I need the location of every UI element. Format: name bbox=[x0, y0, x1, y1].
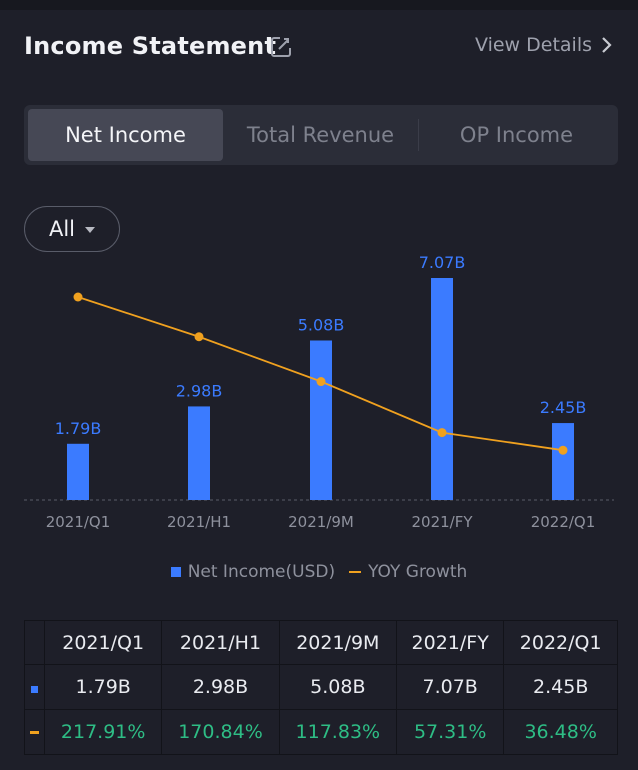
yoy-growth-point bbox=[316, 377, 326, 387]
table-cell: 2.45B bbox=[503, 664, 618, 710]
table-header: 2021/9M bbox=[278, 620, 397, 665]
table-cell: 170.84% bbox=[161, 709, 280, 755]
x-tick-label: 2021/FY bbox=[411, 513, 473, 531]
legend-line-swatch bbox=[349, 571, 362, 573]
edit-icon[interactable] bbox=[269, 35, 293, 59]
tab-total-revenue[interactable]: Total Revenue bbox=[246, 123, 395, 147]
bar-net-income bbox=[188, 406, 210, 500]
table-header: 2021/FY bbox=[395, 620, 505, 665]
table-header: 2022/Q1 bbox=[503, 620, 618, 665]
legend-net-income-label: Net Income(USD) bbox=[187, 562, 336, 582]
table-cell: 36.48% bbox=[503, 709, 618, 755]
section-header: Income Statement View Details bbox=[24, 30, 614, 66]
net-income-marker-icon bbox=[31, 686, 38, 693]
table-corner bbox=[24, 620, 45, 665]
bar-value-label: 1.79B bbox=[55, 419, 102, 438]
yoy-growth-point bbox=[437, 428, 447, 438]
table-cell: 7.07B bbox=[395, 664, 505, 710]
page-title: Income Statement bbox=[24, 32, 277, 60]
bar-value-label: 5.08B bbox=[298, 315, 345, 334]
view-details-link[interactable]: View Details bbox=[475, 34, 614, 56]
tab-separator bbox=[418, 119, 419, 151]
row-marker bbox=[24, 664, 45, 710]
table-row-yoy-growth: 217.91% 170.84% 117.83% 57.31% 36.48% bbox=[24, 709, 618, 755]
chart-legend: Net Income(USD) YOY Growth bbox=[0, 562, 638, 582]
period-filter-label: All bbox=[48, 217, 76, 241]
legend-bar-swatch bbox=[170, 567, 181, 577]
caret-down-icon bbox=[85, 227, 96, 233]
tab-net-income[interactable]: Net Income bbox=[28, 109, 223, 161]
x-tick-label: 2021/H1 bbox=[167, 513, 231, 531]
yoy-growth-point bbox=[194, 332, 204, 342]
bar-value-label: 2.45B bbox=[540, 398, 587, 417]
x-tick-label: 2021/9M bbox=[288, 513, 354, 531]
legend-item-yoy-growth[interactable]: YOY Growth bbox=[349, 562, 467, 582]
legend-yoy-growth-label: YOY Growth bbox=[368, 562, 468, 582]
table-cell: 117.83% bbox=[278, 709, 397, 755]
table-row-net-income: 1.79B 2.98B 5.08B 7.07B 2.45B bbox=[24, 664, 618, 710]
net-income-chart: 1.79B 2021/Q1 2.98B 2021/H1 5.08B 2021/9M 7.07… bbox=[24, 253, 614, 531]
view-details-label: View Details bbox=[475, 34, 592, 56]
bar-net-income bbox=[552, 423, 574, 500]
x-tick-label: 2022/Q1 bbox=[531, 513, 596, 531]
bar-value-label: 2.98B bbox=[176, 381, 223, 400]
legend-item-net-income[interactable]: Net Income(USD) bbox=[170, 562, 336, 582]
row-marker bbox=[24, 709, 45, 755]
bar-net-income bbox=[310, 340, 332, 500]
period-filter-dropdown[interactable]: All bbox=[24, 206, 120, 252]
table-header: 2021/H1 bbox=[161, 620, 280, 665]
table-header: 2021/Q1 bbox=[43, 620, 163, 665]
table-header-row: 2021/Q1 2021/H1 2021/9M 2021/FY 2022/Q1 bbox=[24, 620, 618, 665]
yoy-growth-point bbox=[558, 445, 568, 455]
top-divider bbox=[0, 0, 638, 10]
chevron-right-icon bbox=[602, 37, 612, 53]
bar-value-label: 7.07B bbox=[419, 253, 466, 272]
income-data-table: 2021/Q1 2021/H1 2021/9M 2021/FY 2022/Q1 … bbox=[24, 620, 618, 755]
metric-tabs: Net Income Total Revenue OP Income bbox=[24, 105, 618, 165]
table-cell: 2.98B bbox=[161, 664, 280, 710]
bar-net-income bbox=[67, 443, 89, 500]
table-cell: 5.08B bbox=[278, 664, 397, 710]
x-tick-label: 2021/Q1 bbox=[46, 513, 111, 531]
table-cell: 217.91% bbox=[43, 709, 163, 755]
bar-net-income bbox=[431, 278, 453, 500]
table-cell: 1.79B bbox=[43, 664, 163, 710]
table-cell: 57.31% bbox=[395, 709, 505, 755]
yoy-growth-point bbox=[73, 292, 83, 302]
tab-op-income[interactable]: OP Income bbox=[459, 123, 574, 147]
yoy-growth-marker-icon bbox=[30, 731, 39, 734]
